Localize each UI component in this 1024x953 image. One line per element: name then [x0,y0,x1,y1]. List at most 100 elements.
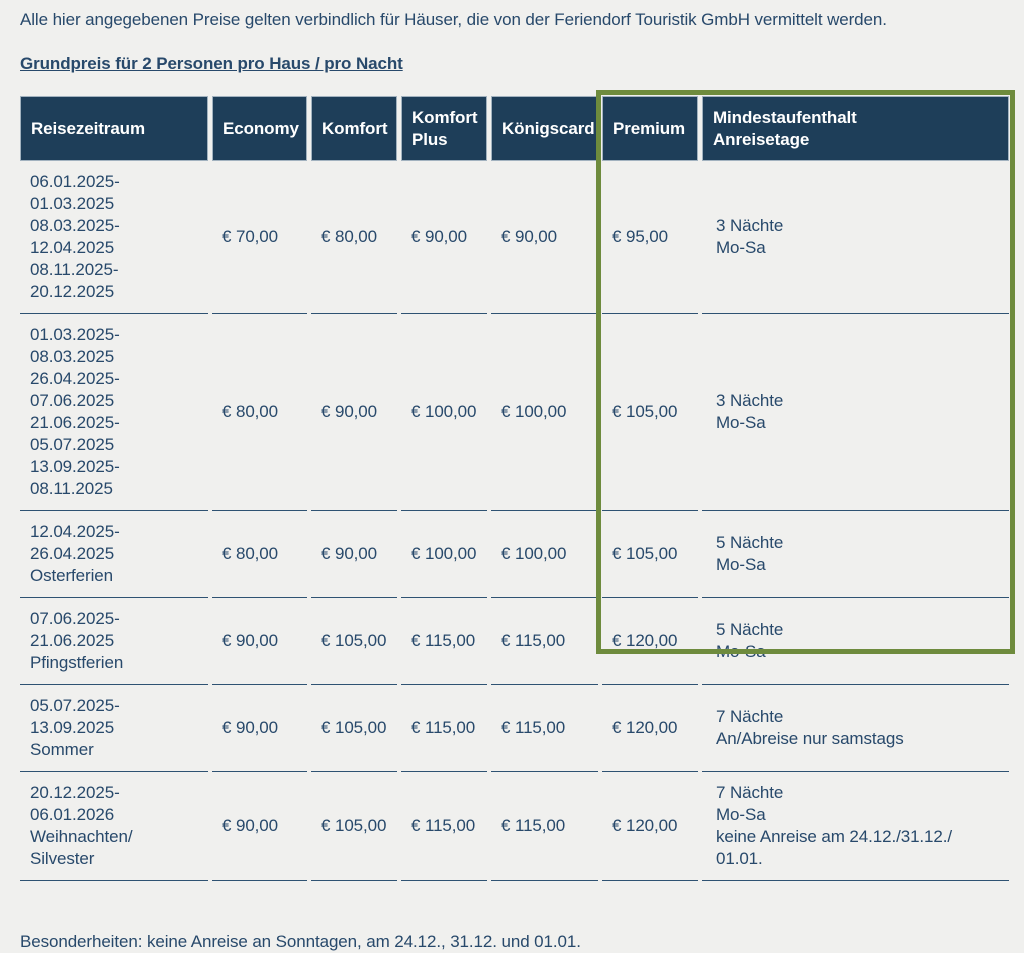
cell-price-economy-line: € 80,00 [222,402,279,421]
cell-price-economy: € 90,00 [212,772,307,881]
cell-period: 05.07.2025-13.09.2025 Sommer [20,685,208,772]
cell-period-line: 13.09.2025-08.11.2025 [30,457,120,498]
header-cell-mindestaufenthalt-line: Mindestaufenthalt [713,107,857,127]
cell-min-stay-line: 5 Nächte [716,533,784,552]
cell-price-komfort-line: € 105,00 [321,718,387,737]
cell-price-komfort-plus-line: € 90,00 [411,227,468,246]
cell-min-stay-line: An/Abreise nur samstags [716,729,904,748]
cell-price-komfort-plus-line: € 115,00 [411,816,476,835]
header-cell-komfort-plus: Komfort Plus [401,96,487,161]
header-cell-komfort-plus-line: Plus [412,129,448,149]
header-cell-mindestaufenthalt: Mindestaufenthalt Anreisetage [702,96,1009,161]
cell-price-koenigscard-line: € 100,00 [501,544,567,563]
cell-period: 01.03.2025-08.03.2025 26.04.2025-07.06.20… [20,314,208,511]
header-cell-economy-line: Economy [223,118,299,138]
cell-price-koenigscard-line: € 100,00 [501,402,567,421]
cell-period: 07.06.2025-21.06.2025 Pfingstferien [20,598,208,685]
cell-price-koenigscard-line: € 115,00 [501,631,566,650]
cell-price-komfort: € 105,00 [311,685,397,772]
cell-min-stay-line: Mo-Sa [716,805,766,824]
price-table: Reisezeitraum Economy Komfort Komfort Plus Kö… [20,90,1015,881]
cell-price-premium: € 105,00 [602,511,698,598]
cell-period-line: 26.04.2025-07.06.2025 [30,369,120,410]
cell-price-economy: € 90,00 [212,598,307,685]
cell-price-koenigscard-line: € 90,00 [501,227,558,246]
cell-period-line: 21.06.2025-05.07.2025 [30,413,120,454]
cell-price-economy-line: € 90,00 [222,816,279,835]
intro-text: Alle hier angegebenen Preise gelten verb… [20,10,887,29]
cell-price-koenigscard: € 100,00 [491,511,598,598]
cell-price-komfort-plus: € 115,00 [401,685,487,772]
table-row: 06.01.2025-01.03.2025 08.03.2025-12.04.20… [20,161,1009,314]
table-row: 12.04.2025-26.04.2025 Osterferien € 80,00 €… [20,511,1009,598]
cell-price-komfort-plus: € 100,00 [401,511,487,598]
header-cell-reisezeitraum: Reisezeitraum [20,96,208,161]
cell-min-stay-line: Mo-Sa [716,238,766,257]
cell-price-komfort-plus: € 100,00 [401,314,487,511]
header-cell-komfort-line: Komfort [322,118,388,138]
cell-min-stay: 5 Nächte Mo-Sa [702,598,1009,685]
cell-price-komfort-line: € 105,00 [321,631,387,650]
table-body: 06.01.2025-01.03.2025 08.03.2025-12.04.20… [20,161,1009,881]
cell-min-stay-line: 3 Nächte [716,391,784,410]
cell-price-komfort: € 105,00 [311,772,397,881]
cell-price-koenigscard: € 90,00 [491,161,598,314]
cell-price-koenigscard-line: € 115,00 [501,816,566,835]
cell-price-economy: € 70,00 [212,161,307,314]
cell-price-koenigscard-line: € 115,00 [501,718,566,737]
cell-price-economy-line: € 70,00 [222,227,279,246]
cell-price-premium-line: € 120,00 [612,631,678,650]
cell-min-stay-line: Mo-Sa [716,555,766,574]
cell-min-stay-line: 3 Nächte [716,216,784,235]
table-row: 07.06.2025-21.06.2025 Pfingstferien € 90,0… [20,598,1009,685]
cell-price-premium-line: € 120,00 [612,816,678,835]
table-row: 05.07.2025-13.09.2025 Sommer € 90,00 € 105,… [20,685,1009,772]
cell-price-economy-line: € 90,00 [222,631,279,650]
cell-period-line: Sommer [30,740,94,759]
cell-price-premium-line: € 95,00 [612,227,669,246]
cell-period: 20.12.2025-06.01.2026 Weihnachten/Silvest… [20,772,208,881]
cell-price-komfort: € 105,00 [311,598,397,685]
cell-price-premium: € 120,00 [602,685,698,772]
cell-price-premium-line: € 120,00 [612,718,678,737]
cell-price-komfort-line: € 90,00 [321,544,378,563]
cell-min-stay: 5 Nächte Mo-Sa [702,511,1009,598]
cell-price-economy-line: € 90,00 [222,718,279,737]
cell-period-line: 07.06.2025-21.06.2025 [30,609,120,650]
cell-min-stay-line: 5 Nächte [716,620,784,639]
cell-period-line: 05.07.2025-13.09.2025 [30,696,120,737]
cell-price-economy-line: € 80,00 [222,544,279,563]
cell-price-koenigscard: € 115,00 [491,772,598,881]
cell-price-komfort-plus: € 115,00 [401,598,487,685]
cell-price-komfort-plus: € 115,00 [401,772,487,881]
cell-period-line: 12.04.2025-26.04.2025 [30,522,120,563]
cell-price-premium-line: € 105,00 [612,544,678,563]
cell-period: 12.04.2025-26.04.2025 Osterferien [20,511,208,598]
cell-period-line: Silvester [30,849,95,868]
cell-price-economy: € 80,00 [212,511,307,598]
cell-price-komfort-line: € 90,00 [321,402,378,421]
cell-min-stay-line: 7 Nächte [716,707,784,726]
cell-min-stay: 7 Nächte An/Abreise nur samstags [702,685,1009,772]
cell-price-komfort-plus: € 90,00 [401,161,487,314]
footer-note: Besonderheiten: keine Anreise an Sonntag… [20,932,581,951]
cell-min-stay: 7 Nächte Mo-Sa keine Anreise am 24.12./31.… [702,772,1009,881]
cell-period-line: Weihnachten/ [30,827,133,846]
cell-price-premium-line: € 105,00 [612,402,678,421]
header-cell-koenigscard: Königscard [491,96,598,161]
cell-price-premium: € 120,00 [602,772,698,881]
cell-price-komfort-plus-line: € 115,00 [411,718,476,737]
cell-period-line: 08.11.2025-20.12.2025 [30,260,119,301]
cell-min-stay-line: Mo-Sa [716,642,766,661]
cell-price-economy: € 80,00 [212,314,307,511]
cell-price-premium: € 105,00 [602,314,698,511]
cell-price-komfort-plus-line: € 100,00 [411,402,477,421]
cell-price-komfort: € 90,00 [311,314,397,511]
cell-period-line: 08.03.2025-12.04.2025 [30,216,120,257]
header-cell-economy: Economy [212,96,307,161]
table-row: 01.03.2025-08.03.2025 26.04.2025-07.06.20… [20,314,1009,511]
header-cell-komfort-plus-line: Komfort [412,107,478,127]
cell-period-line: Pfingstferien [30,653,124,672]
header-cell-premium: Premium [602,96,698,161]
